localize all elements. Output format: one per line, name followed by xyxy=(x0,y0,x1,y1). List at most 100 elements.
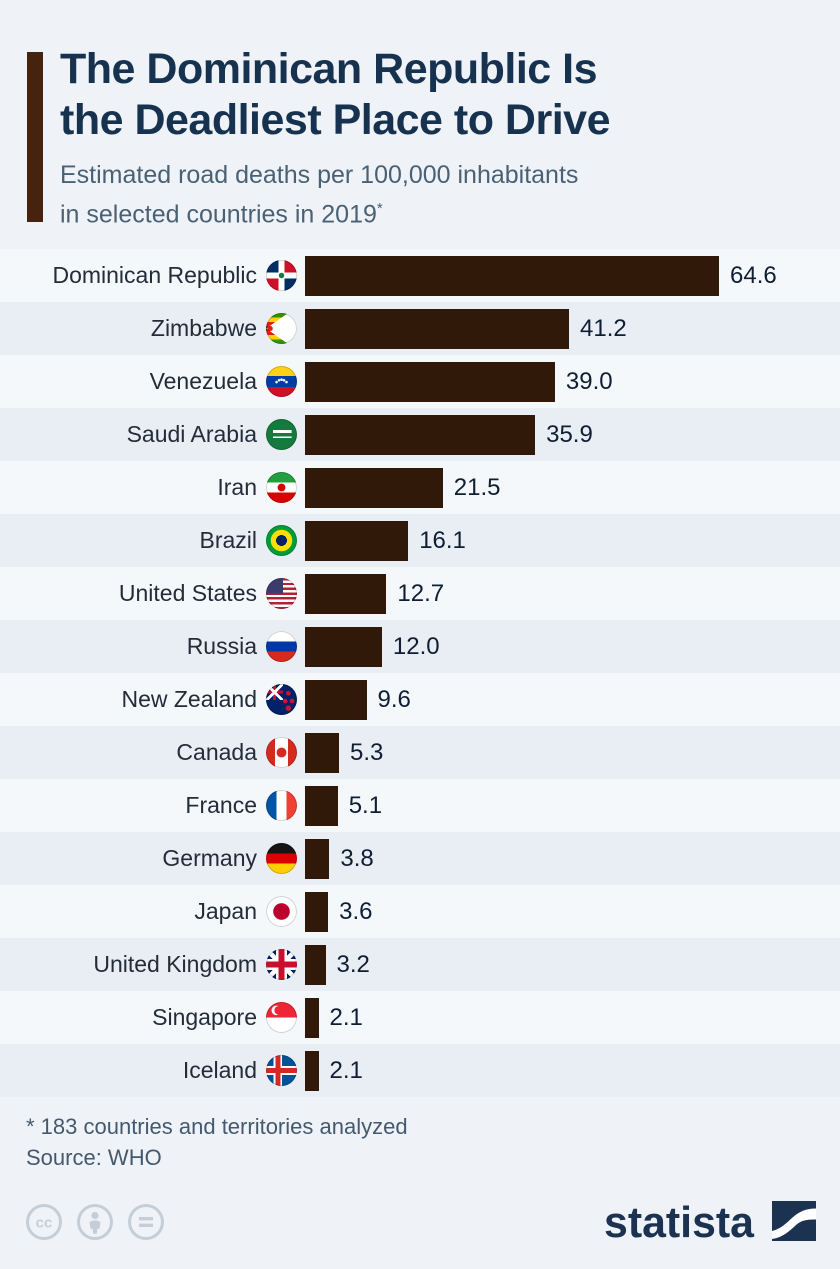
saudi-arabia-flag-icon xyxy=(266,419,297,450)
chart-row: Iran 21.5 xyxy=(0,461,840,514)
attribution-icon[interactable] xyxy=(76,1203,114,1241)
country-label: United Kingdom xyxy=(93,951,257,977)
cc-icon[interactable]: cc xyxy=(25,1203,63,1241)
brand-text: statista xyxy=(604,1201,755,1245)
value-bar xyxy=(305,838,330,879)
page-title: The Dominican Republic Is the Deadliest P… xyxy=(60,44,810,146)
country-label: Iceland xyxy=(182,1057,257,1083)
statista-wordmark: statista xyxy=(604,1201,755,1245)
value-bar xyxy=(305,944,326,985)
singapore-flag-icon xyxy=(266,1002,297,1033)
russia-flag-icon xyxy=(266,631,297,662)
value-label: 2.1 xyxy=(329,1056,363,1084)
value-label: 64.6 xyxy=(730,261,777,289)
source: Source: WHO xyxy=(26,1145,162,1170)
chart-row: Dominican Republic 64.6 xyxy=(0,249,840,302)
japan-flag-icon xyxy=(266,896,297,927)
value-label: 12.7 xyxy=(397,579,445,607)
chart-row: Canada 5.3 xyxy=(0,726,840,779)
country-label: Russia xyxy=(186,633,257,659)
value-bar xyxy=(305,573,387,614)
new-zealand-flag-icon xyxy=(266,684,297,715)
united-states-flag-icon xyxy=(266,578,297,609)
chart-row: Russia 12.0 xyxy=(0,620,840,673)
chart-row: France 5.1 xyxy=(0,779,840,832)
value-bar xyxy=(305,997,319,1038)
value-label: 3.8 xyxy=(340,844,374,872)
statista-logo[interactable]: statista xyxy=(604,1201,816,1245)
value-label: 5.1 xyxy=(348,791,383,819)
value-label: 9.6 xyxy=(377,685,411,713)
chart-row: United States 12.7 xyxy=(0,567,840,620)
value-bar xyxy=(305,361,555,402)
value-bar xyxy=(305,732,339,773)
value-label: 16.1 xyxy=(419,526,466,554)
value-bar xyxy=(305,255,719,296)
country-label: Brazil xyxy=(199,527,257,553)
value-bar xyxy=(305,308,569,349)
country-label: Singapore xyxy=(152,1004,257,1030)
subtitle-line-1: Estimated road deaths per 100,000 inhabi… xyxy=(60,161,579,189)
country-label: United States xyxy=(118,580,257,606)
iceland-flag-icon xyxy=(266,1055,297,1086)
value-label: 5.3 xyxy=(350,738,384,766)
chart-row: Germany 3.8 xyxy=(0,832,840,885)
creative-commons-badges[interactable]: cc xyxy=(25,1203,165,1241)
value-bar xyxy=(305,626,382,667)
chart-row: Iceland 2.1 xyxy=(0,1044,840,1097)
canada-flag-icon xyxy=(266,737,297,768)
footnote: * 183 countries and territories analyzed xyxy=(26,1114,408,1139)
title-line-1: The Dominican Republic Is xyxy=(60,45,598,93)
venezuela-flag-icon xyxy=(266,366,297,397)
iran-flag-icon xyxy=(266,472,297,503)
brazil-flag-icon xyxy=(266,525,297,556)
value-label: 2.1 xyxy=(329,1003,363,1031)
country-label: France xyxy=(185,792,257,818)
subtitle-line-2: in selected countries in 2019 xyxy=(60,200,377,229)
country-label: Canada xyxy=(176,739,257,765)
country-label: Zimbabwe xyxy=(150,315,257,341)
value-bar xyxy=(305,785,338,826)
country-label: Venezuela xyxy=(149,368,257,394)
title-accent-bar xyxy=(27,52,43,222)
notes: * 183 countries and territories analyzed… xyxy=(26,1111,408,1173)
statista-swoosh-icon xyxy=(772,1201,816,1241)
chart-row: Japan 3.6 xyxy=(0,885,840,938)
value-bar xyxy=(305,467,443,508)
chart-subtitle: Estimated road deaths per 100,000 inhabi… xyxy=(60,159,810,231)
value-bar xyxy=(305,414,536,455)
chart-row: New Zealand 9.6 xyxy=(0,673,840,726)
zimbabwe-flag-icon xyxy=(266,313,297,344)
germany-flag-icon xyxy=(266,843,297,874)
footnote-marker: * xyxy=(376,200,383,217)
france-flag-icon xyxy=(266,790,297,821)
chart-row: United Kingdom 3.2 xyxy=(0,938,840,991)
title-line-2: the Deadliest Place to Drive xyxy=(60,96,611,144)
chart-row: Singapore 2.1 xyxy=(0,991,840,1044)
chart-row: Venezuela 39.0 xyxy=(0,355,840,408)
value-label: 39.0 xyxy=(565,367,613,395)
value-label: 3.2 xyxy=(336,950,370,978)
value-label: 3.6 xyxy=(339,897,373,925)
footer: * 183 countries and territories analyzed… xyxy=(0,1097,840,1269)
country-label: New Zealand xyxy=(121,686,257,712)
chart-row: Saudi Arabia 35.9 xyxy=(0,408,840,461)
chart-row: Zimbabwe 41.2 xyxy=(0,302,840,355)
svg-text:cc: cc xyxy=(36,1215,53,1232)
value-bar xyxy=(305,679,367,720)
equals-icon[interactable] xyxy=(127,1203,165,1241)
united-kingdom-flag-icon xyxy=(266,949,297,980)
bar-chart: Dominican Republic 64.6 Zimbabwe 41.2 Ve… xyxy=(0,249,840,1097)
country-label: Saudi Arabia xyxy=(126,421,257,447)
value-label: 35.9 xyxy=(546,420,593,448)
value-label: 41.2 xyxy=(580,314,627,342)
value-bar xyxy=(305,891,329,932)
header: The Dominican Republic Is the Deadliest P… xyxy=(0,0,840,249)
country-label: Dominican Republic xyxy=(52,262,257,288)
country-label: Japan xyxy=(194,898,257,924)
chart-row: Brazil 16.1 xyxy=(0,514,840,567)
country-label: Iran xyxy=(217,474,257,500)
country-label: Germany xyxy=(162,845,257,871)
dominican-republic-flag-icon xyxy=(266,260,297,291)
